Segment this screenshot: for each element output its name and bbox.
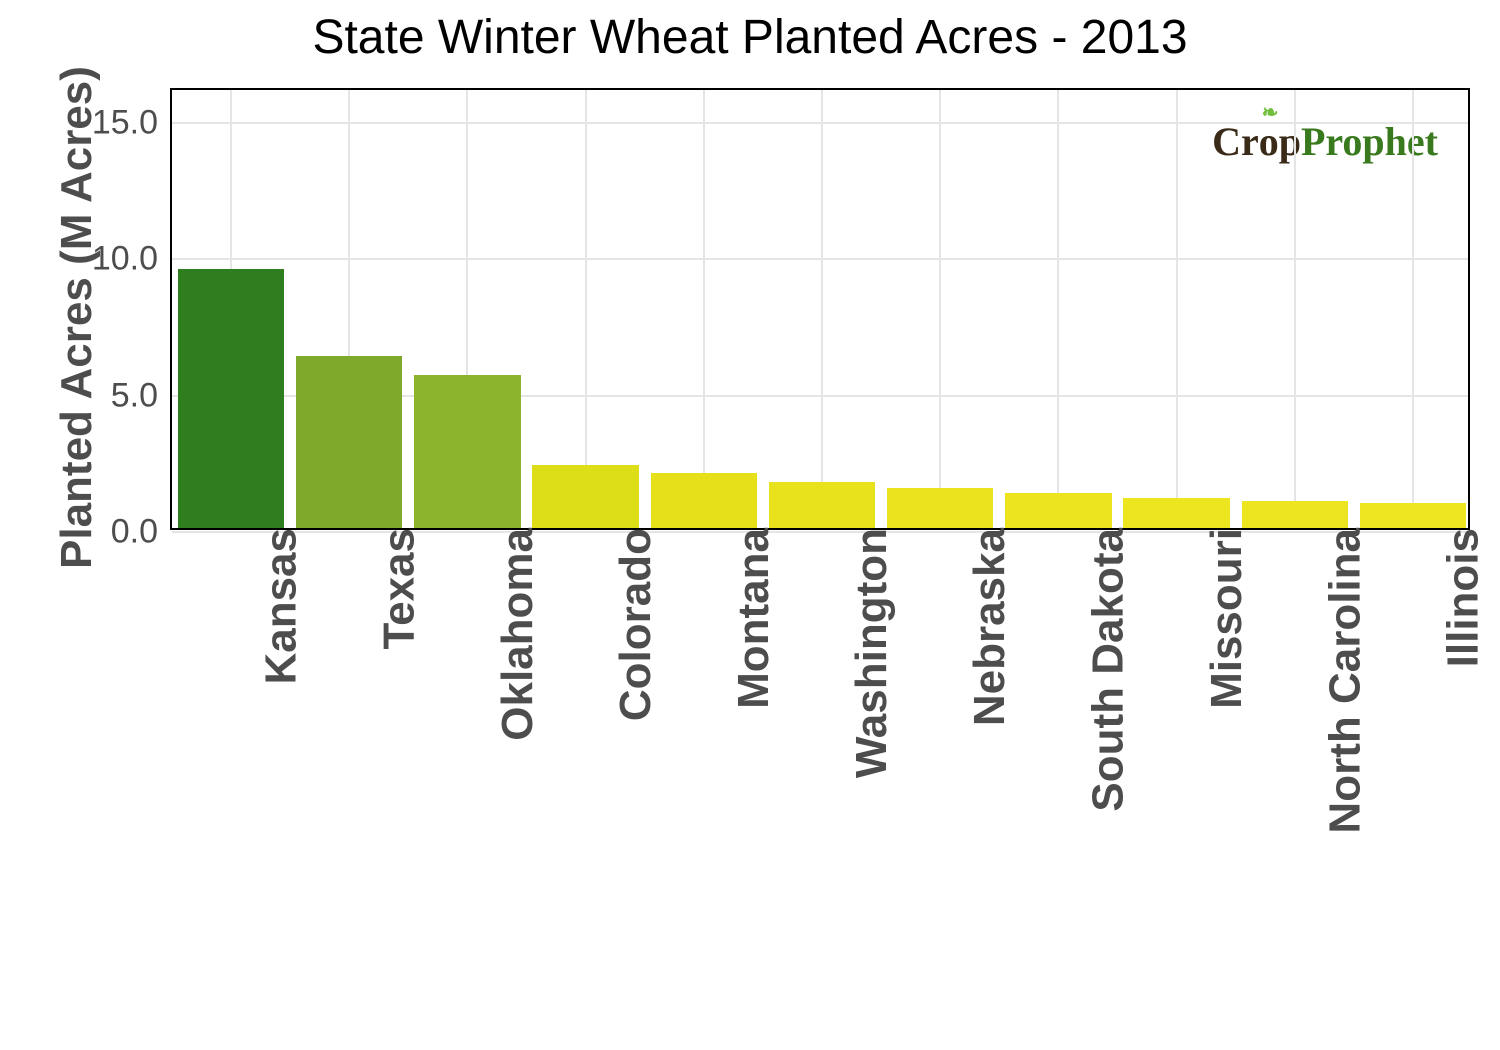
bar	[178, 269, 284, 528]
grid-line-v	[585, 90, 587, 528]
grid-line-v	[1176, 90, 1178, 528]
grid-line-v	[821, 90, 823, 528]
chart-title: State Winter Wheat Planted Acres - 2013	[0, 10, 1500, 65]
x-tick-label: Oklahoma	[479, 528, 543, 741]
bar	[414, 375, 520, 528]
bar	[769, 482, 875, 528]
x-tick-label: Texas	[361, 528, 425, 650]
logo-cropprophet: Cro❧pProphet	[1212, 118, 1438, 165]
x-tick-label: South Dakota	[1070, 528, 1134, 812]
bar	[296, 356, 402, 528]
x-tick-label: Montana	[715, 528, 779, 709]
chart-container: State Winter Wheat Planted Acres - 2013 …	[0, 0, 1500, 1050]
y-tick-label: 0.0	[111, 513, 158, 552]
bar	[1360, 503, 1466, 528]
bar	[651, 473, 757, 528]
grid-line-v	[1412, 90, 1414, 528]
bar	[1242, 501, 1348, 528]
x-tick-label: North Carolina	[1306, 528, 1370, 834]
y-tick-label: 10.0	[92, 240, 158, 279]
x-tick-label: Illinois	[1424, 528, 1488, 667]
grid-line-h	[172, 122, 1468, 124]
bar	[532, 465, 638, 528]
y-tick-label: 15.0	[92, 103, 158, 142]
x-tick-label: Missouri	[1188, 528, 1252, 709]
x-tick-label: Washington	[833, 528, 897, 778]
bar	[1005, 493, 1111, 528]
grid-line-v	[1294, 90, 1296, 528]
grid-line-v	[1057, 90, 1059, 528]
bar	[887, 488, 993, 528]
bar	[1123, 498, 1229, 528]
grid-line-h	[172, 258, 1468, 260]
grid-line-v	[939, 90, 941, 528]
plot-area: Cro❧pProphet 0.05.010.015.0KansasTexasOk…	[170, 88, 1470, 530]
x-tick-label: Nebraska	[952, 528, 1016, 726]
x-tick-label: Kansas	[243, 528, 307, 685]
logo-text-crop: Cro❧p	[1212, 118, 1301, 165]
y-tick-label: 5.0	[111, 376, 158, 415]
logo-text-prophet: Prophet	[1301, 118, 1438, 165]
x-tick-label: Colorado	[597, 528, 661, 721]
grid-line-v	[703, 90, 705, 528]
